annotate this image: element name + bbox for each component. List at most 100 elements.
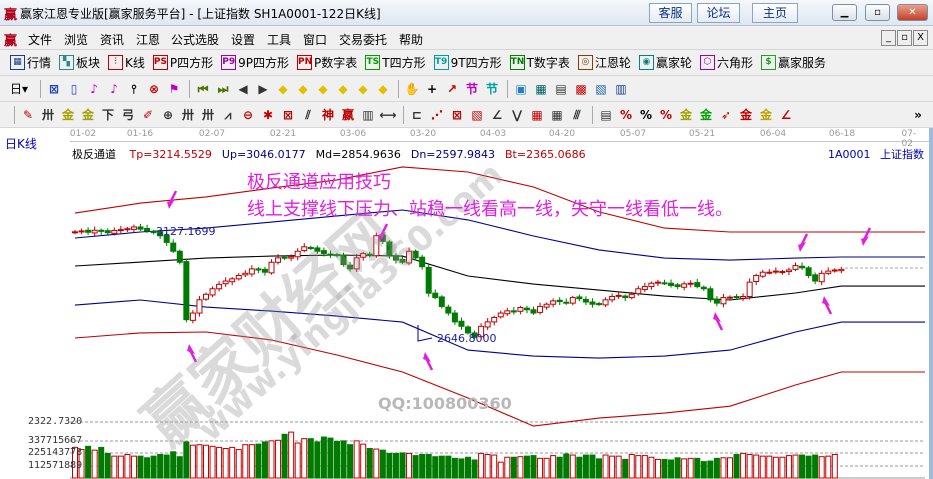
menu-browse[interactable]: 浏览 — [64, 33, 89, 47]
menu-window[interactable]: 窗口 — [303, 33, 328, 47]
box-fan-icon[interactable]: ⊠ — [451, 107, 463, 122]
customer-service-button[interactable]: 客服 — [649, 3, 692, 23]
gold-lines-icon[interactable]: 金 — [699, 107, 712, 122]
save-icon[interactable]: ▩ — [575, 81, 587, 96]
angle-fan-icon[interactable]: ∠ — [491, 107, 503, 122]
gold-line-icon[interactable]: 金 — [81, 107, 94, 122]
toolbar-button-p9[interactable]: P9 9P四方形 — [221, 54, 289, 71]
home-button[interactable]: 主页 — [752, 3, 798, 23]
first-icon[interactable]: ⏮ — [197, 81, 209, 96]
flag-icon[interactable]: ⚑ — [168, 81, 180, 96]
toolbar-button-t9[interactable]: T9 9T四方形 — [433, 54, 502, 71]
menu-tools[interactable]: 工具 — [267, 33, 292, 47]
toolbar-button-winner-wheel[interactable]: ◉ 赢家轮 — [638, 54, 692, 71]
menu-formula[interactable]: 公式选股 — [171, 33, 220, 47]
chart-type-icon[interactable]: ⊠ — [49, 81, 60, 96]
wave-icon[interactable]: ⋁ — [511, 107, 523, 122]
rect-icon[interactable]: ⊏ — [411, 107, 423, 122]
toolbar-button-pn[interactable]: PN P数字表 — [297, 54, 357, 71]
toolbar-button-sector[interactable]: ▚ 板块 — [59, 54, 100, 71]
diamond-up-icon[interactable]: ◆ — [318, 81, 328, 96]
toolbar-button-kline[interactable]: ⫶ K线 — [108, 54, 145, 71]
doc-icon[interactable]: ▯ — [70, 81, 78, 96]
pencil-icon[interactable]: ✐ — [142, 107, 154, 122]
period-dropdown[interactable]: 日 ▾ — [10, 81, 29, 97]
festival-icon[interactable]: 节 — [466, 81, 479, 96]
parallel-icon[interactable]: 卅 — [41, 107, 54, 122]
pen-icon[interactable]: ✎ — [22, 107, 34, 122]
cube-icon[interactable]: ▧ — [471, 107, 483, 122]
toolbar-button-quote-table[interactable]: ▦ 行情 — [10, 54, 51, 71]
diag-lines-icon[interactable]: ⫻ — [573, 107, 581, 122]
cycle-icon[interactable]: 卅 — [201, 107, 214, 122]
mdi-minimize-button[interactable]: _ — [881, 30, 896, 46]
fan-icon[interactable]: ⫽ — [305, 107, 311, 122]
crosshair-icon[interactable]: + — [427, 81, 438, 96]
toolbar-more-button[interactable]: » — [914, 107, 922, 122]
grid-icon[interactable]: 卅 — [181, 107, 194, 122]
grid-black-icon[interactable]: ▦ — [551, 107, 563, 122]
hand-icon[interactable]: ✋ — [404, 81, 420, 96]
arrow-icon[interactable]: ➶ — [720, 107, 732, 122]
percent-lines-icon[interactable]: % — [659, 107, 673, 122]
forum-button[interactable]: 论坛 — [697, 3, 740, 23]
toolbar-button-ts[interactable]: TS T四方形 — [365, 54, 426, 71]
mdi-close-button[interactable]: X — [913, 30, 928, 46]
angle-icon[interactable]: ⩘ — [224, 107, 232, 122]
toolbar-button-tn[interactable]: TN T数字表 — [509, 54, 570, 71]
gold-yellow-icon[interactable]: 金 — [759, 107, 772, 122]
kline-chart[interactable] — [0, 128, 933, 479]
fib-icon[interactable]: 下 — [101, 107, 114, 122]
mdi-restore-button[interactable]: ▫ — [897, 30, 912, 46]
menu-help[interactable]: 帮助 — [399, 33, 424, 47]
shen-icon[interactable]: 神 — [321, 107, 334, 122]
notes-icon[interactable]: ▤ — [555, 81, 567, 96]
measure-icon[interactable]: ⟷ — [379, 107, 397, 122]
diamond-right-icon[interactable]: ◆ — [298, 81, 308, 96]
calendar-icon[interactable]: ▣ — [515, 81, 527, 96]
percent-fan-icon[interactable]: % — [619, 107, 633, 122]
next-icon[interactable]: ▶ — [258, 81, 268, 96]
ruler-icon[interactable]: ▤ — [600, 107, 612, 122]
percent-icon[interactable]: % — [639, 107, 653, 122]
gold-circle-icon[interactable]: 金 — [679, 107, 692, 122]
menu-trade[interactable]: 交易委托 — [339, 33, 388, 47]
last-icon[interactable]: ⏭ — [217, 81, 229, 96]
square-icon[interactable]: ⊠ — [282, 107, 294, 122]
gold-red-icon[interactable]: 金 — [739, 107, 752, 122]
toolbar-button-gann-wheel[interactable]: ◎ 江恩轮 — [577, 54, 631, 71]
diamond-x-icon[interactable]: ◆ — [338, 81, 348, 96]
angle-red-icon[interactable]: ∠ — [780, 107, 792, 122]
toolbar-button-ps[interactable]: PS P四方形 — [152, 54, 213, 71]
gann-fan-icon[interactable]: ⋰ — [431, 107, 443, 122]
gann-box-icon[interactable]: 嬴 — [341, 107, 354, 122]
network-icon[interactable]: ▧ — [595, 81, 607, 96]
grid-red-icon[interactable]: ▦ — [531, 107, 543, 122]
menu-file[interactable]: 文件 — [28, 33, 53, 47]
maximize-button[interactable]: ▫ — [865, 4, 890, 21]
line-tool-icon[interactable]: ↗ — [447, 81, 458, 96]
diamond-plus-icon[interactable]: ◆ — [378, 81, 388, 96]
print-icon[interactable]: ▥ — [615, 81, 627, 96]
minimize-button[interactable]: ▁ — [832, 4, 857, 21]
prev-icon[interactable]: ◀ — [238, 81, 248, 96]
diamond-left-icon[interactable]: ◆ — [278, 81, 288, 96]
calculator-icon[interactable]: ▦ — [535, 81, 547, 96]
toolbar-button-dollar[interactable]: $ 赢家服务 — [760, 54, 826, 71]
circle-icon[interactable]: ⊕ — [162, 107, 174, 122]
bars-icon[interactable]: ▥ — [362, 107, 374, 122]
menu-settings[interactable]: 设置 — [231, 33, 256, 47]
menu-news[interactable]: 资讯 — [100, 33, 125, 47]
toolbar-button-hexagon[interactable]: ⬡ 六角形 — [699, 54, 753, 71]
gold-grid-icon[interactable]: 金 — [61, 107, 74, 122]
close-button[interactable]: ✕ — [897, 4, 928, 21]
indicator3-icon[interactable]: ♪ — [90, 81, 98, 96]
solar-icon[interactable]: 节 — [486, 81, 499, 96]
indicator9-icon[interactable]: ♪ — [110, 81, 118, 96]
menu-gann[interactable]: 江恩 — [136, 33, 161, 47]
star-icon[interactable]: ✱ — [262, 107, 274, 122]
restore-icon[interactable]: ⊗ — [149, 81, 160, 96]
spiral-icon[interactable]: 弓 — [121, 107, 134, 122]
target-icon[interactable]: ⊖ — [242, 107, 254, 122]
diamond-cross-icon[interactable]: ◆ — [358, 81, 368, 96]
